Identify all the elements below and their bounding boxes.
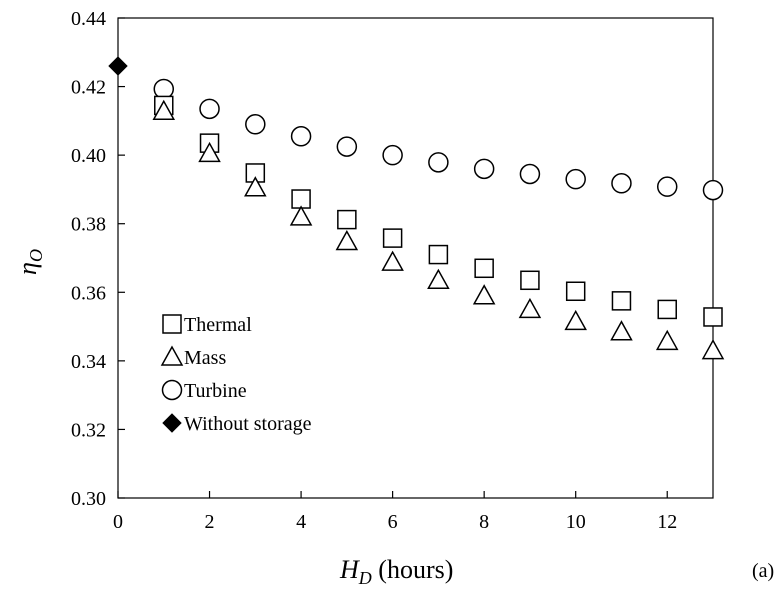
- triangle-point: [564, 309, 587, 331]
- x-tick-label: 4: [296, 511, 306, 533]
- y-tick-label: 0.38: [71, 214, 106, 236]
- diamond-point: [108, 56, 128, 76]
- square-point: [382, 228, 403, 248]
- square-point: [611, 291, 632, 311]
- triangle-point: [427, 268, 450, 290]
- circle-point: [702, 179, 724, 201]
- x-axis-label-subscript: D: [358, 568, 372, 588]
- y-tick-label: 0.36: [71, 282, 106, 304]
- x-tick-label: 8: [479, 511, 489, 533]
- series-turbine: [153, 78, 724, 201]
- triangle-point: [381, 250, 404, 271]
- triangle-point: [701, 339, 725, 360]
- legend-label: Mass: [184, 347, 226, 369]
- square-point: [337, 209, 357, 230]
- data-markers: [108, 56, 725, 360]
- x-axis: 0 2 4 6 8 10 12: [113, 491, 677, 533]
- y-axis-label-subscript: O: [26, 249, 46, 262]
- y-axis-label: ηO: [13, 249, 46, 275]
- legend-label: Without storage: [184, 413, 312, 435]
- legend-marker-triangle: [160, 345, 184, 366]
- y-axis-label-symbol: η: [13, 262, 42, 275]
- legend: Thermal Mass Turbine Without storage: [160, 314, 312, 435]
- triangle-point: [244, 176, 267, 197]
- square-point: [657, 299, 677, 320]
- square-point: [703, 307, 723, 327]
- y-tick-label: 0.42: [71, 77, 106, 99]
- x-axis-label-symbol: H: [339, 555, 360, 584]
- triangle-point: [610, 320, 633, 341]
- series-without-storage: [108, 56, 128, 76]
- circle-point: [290, 126, 312, 147]
- square-point: [565, 281, 586, 302]
- circle-point: [611, 173, 632, 194]
- y-tick-label: 0.30: [71, 488, 106, 510]
- triangle-point: [198, 141, 221, 163]
- circle-point: [336, 136, 358, 157]
- circle-point: [473, 158, 495, 180]
- x-tick-label: 12: [657, 511, 677, 533]
- circle-point: [382, 144, 403, 166]
- plot-border: [117, 17, 714, 499]
- triangle-point: [289, 205, 313, 226]
- circle-point: [199, 98, 220, 120]
- square-point: [520, 270, 540, 291]
- series-mass: [152, 99, 725, 360]
- x-tick-label: 10: [566, 511, 586, 533]
- x-axis-label-unit: (hours): [372, 555, 454, 584]
- panel-label: (a): [752, 560, 774, 582]
- x-axis-label: HD (hours): [339, 555, 453, 588]
- legend-marker-square: [162, 314, 182, 334]
- circle-point: [565, 168, 586, 190]
- plot-area: [117, 17, 714, 499]
- circle-point: [656, 176, 678, 197]
- legend-label: Thermal: [184, 314, 252, 336]
- legend-marker-circle: [161, 379, 183, 401]
- x-tick-label: 0: [113, 511, 123, 533]
- circle-point: [428, 152, 449, 173]
- triangle-point: [152, 99, 176, 121]
- x-tick-label: 6: [388, 511, 398, 533]
- triangle-point: [335, 229, 359, 251]
- legend-label: Turbine: [184, 380, 247, 402]
- series-thermal: [154, 95, 723, 327]
- square-point: [428, 244, 449, 265]
- triangle-point: [518, 297, 542, 319]
- circle-point: [519, 163, 541, 185]
- y-tick-label: 0.40: [71, 145, 106, 167]
- y-tick-label: 0.44: [71, 8, 106, 30]
- triangle-point: [472, 284, 496, 305]
- triangle-point: [655, 329, 679, 351]
- x-tick-label: 2: [205, 511, 215, 533]
- circle-point: [153, 78, 175, 100]
- y-axis: 0.30 0.32 0.34 0.36 0.38 0.40 0.42 0.44: [71, 8, 125, 510]
- circle-point: [245, 114, 266, 135]
- legend-marker-diamond: [162, 413, 182, 433]
- y-tick-label: 0.32: [71, 419, 106, 441]
- square-point: [474, 258, 494, 279]
- y-tick-label: 0.34: [71, 351, 106, 373]
